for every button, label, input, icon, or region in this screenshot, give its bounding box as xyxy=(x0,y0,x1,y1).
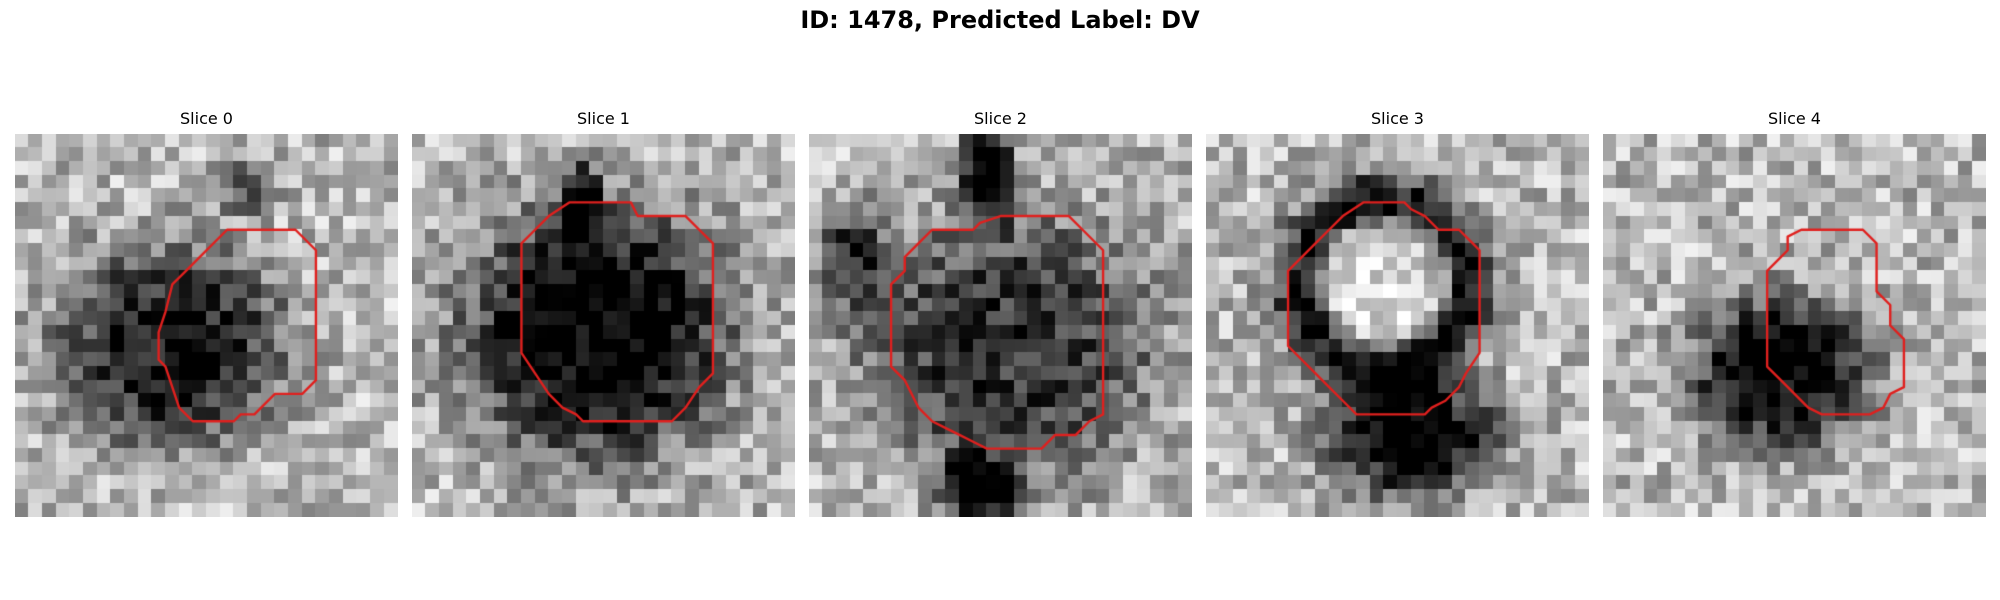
slice-title: Slice 1 xyxy=(577,109,630,128)
slice-panel-1: Slice 1 xyxy=(412,108,795,517)
slice-title: Slice 3 xyxy=(1371,109,1424,128)
slice-title: Slice 0 xyxy=(180,109,233,128)
slice-image xyxy=(809,134,1192,517)
slice-image xyxy=(15,134,398,517)
slice-panel-2: Slice 2 xyxy=(809,108,1192,517)
slice-image xyxy=(1206,134,1589,517)
slice-panel-3: Slice 3 xyxy=(1206,108,1589,517)
figure-title: ID: 1478, Predicted Label: DV xyxy=(800,6,1200,34)
slice-panel-0: Slice 0 xyxy=(15,108,398,517)
slice-panel-4: Slice 4 xyxy=(1603,108,1986,517)
slice-title: Slice 2 xyxy=(974,109,1027,128)
slice-image xyxy=(1603,134,1986,517)
slice-image xyxy=(412,134,795,517)
slice-title: Slice 4 xyxy=(1768,109,1821,128)
